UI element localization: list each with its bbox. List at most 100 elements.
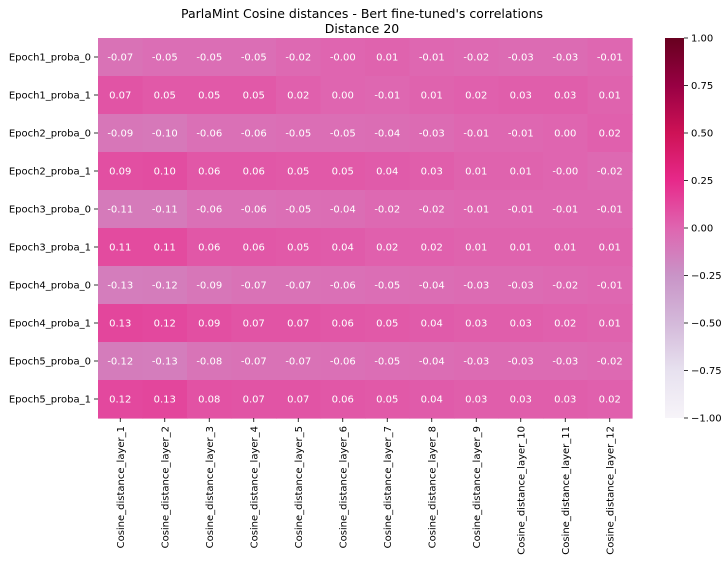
cell-value-label: 0.01 [465, 243, 487, 254]
heatmap-cell [409, 342, 455, 381]
heatmap-cell [98, 228, 144, 267]
heatmap-cell [231, 190, 277, 229]
cell-value-label: -0.06 [196, 129, 222, 140]
heatmap-cell [409, 266, 455, 305]
cell-value-label: -0.05 [285, 205, 311, 216]
cell-value-label: 0.06 [198, 243, 220, 254]
heatmap-cell [187, 380, 233, 419]
heatmap-cell [409, 76, 455, 115]
cell-value-label: 0.04 [376, 167, 398, 178]
cell-value-label: -0.12 [107, 357, 133, 368]
column-label: Cosine_distance_layer_5 [294, 426, 305, 548]
heatmap-cell [231, 152, 277, 191]
cell-value-label: -0.02 [552, 281, 578, 292]
heatmap-cell [454, 266, 500, 305]
cell-value-label: -0.05 [374, 357, 400, 368]
heatmap-cell [454, 228, 500, 267]
cell-value-label: 0.01 [510, 167, 532, 178]
cell-value-label: -0.03 [508, 53, 534, 64]
cell-value-label: 0.03 [510, 319, 532, 330]
cell-value-label: -0.05 [285, 129, 311, 140]
heatmap-cell [98, 76, 144, 115]
heatmap-cell [587, 38, 633, 77]
heatmap-cell [409, 38, 455, 77]
colorbar [665, 38, 684, 418]
heatmap-cell [543, 266, 589, 305]
heatmap-cell [142, 114, 188, 153]
cell-value-label: -0.11 [107, 205, 133, 216]
cell-value-label: 0.10 [154, 167, 176, 178]
heatmap-cell [587, 304, 633, 343]
cell-value-label: -0.06 [241, 129, 267, 140]
cell-value-label: 0.05 [376, 395, 398, 406]
heatmap-cell [498, 342, 544, 381]
row-label: Epoch2_proba_1 [9, 167, 91, 178]
cell-value-label: 0.07 [243, 395, 265, 406]
heatmap-cell [587, 190, 633, 229]
cell-value-label: 0.04 [421, 395, 443, 406]
heatmap-cell [365, 304, 411, 343]
heatmap-cell [587, 228, 633, 267]
cell-value-label: 0.02 [376, 243, 398, 254]
heatmap-cell [320, 266, 366, 305]
row-label: Epoch1_proba_0 [9, 53, 91, 64]
heatmap-cell [409, 380, 455, 419]
heatmap-cell [320, 228, 366, 267]
column-label: Cosine_distance_layer_10 [516, 426, 527, 555]
heatmap-cell [454, 152, 500, 191]
heatmap-cell [187, 114, 233, 153]
cell-value-label: 0.05 [198, 91, 220, 102]
cell-value-label: 0.02 [465, 91, 487, 102]
heatmap-cell [320, 152, 366, 191]
cell-value-label: -0.02 [285, 53, 311, 64]
cell-value-label: 0.09 [198, 319, 220, 330]
cell-value-label: 0.00 [554, 129, 576, 140]
row-label: Epoch3_proba_0 [9, 205, 91, 216]
colorbar-tick-label: 1.00 [691, 34, 713, 45]
heatmap-cell [498, 38, 544, 77]
heatmap-cell [498, 190, 544, 229]
heatmap-cell [365, 38, 411, 77]
cell-value-label: 0.03 [554, 91, 576, 102]
heatmap-cell [320, 76, 366, 115]
heatmap-cell [498, 380, 544, 419]
cell-value-label: -0.01 [463, 129, 489, 140]
cell-value-label: 0.07 [109, 91, 131, 102]
heatmap-cell [320, 38, 366, 77]
heatmap-cell [187, 152, 233, 191]
cell-value-label: -0.02 [463, 53, 489, 64]
heatmap-cell [320, 380, 366, 419]
cell-value-label: 0.01 [510, 243, 532, 254]
cell-value-label: -0.01 [463, 205, 489, 216]
heatmap-cell [365, 342, 411, 381]
cell-value-label: 0.01 [599, 243, 621, 254]
heatmap-cell [276, 76, 322, 115]
heatmap-cell [231, 380, 277, 419]
heatmap-cell [98, 114, 144, 153]
heatmap-cell [543, 304, 589, 343]
heatmap-cell [276, 152, 322, 191]
heatmap-cell [187, 304, 233, 343]
heatmap-cell [142, 380, 188, 419]
cell-value-label: -0.01 [552, 205, 578, 216]
column-label: Cosine_distance_layer_1 [116, 426, 127, 548]
heatmap-cell [142, 152, 188, 191]
cell-value-label: -0.10 [152, 129, 178, 140]
heatmap-cell [276, 190, 322, 229]
cell-value-label: 0.05 [243, 91, 265, 102]
cell-value-label: -0.07 [285, 281, 311, 292]
heatmap-cell [365, 228, 411, 267]
cell-value-label: 0.06 [332, 319, 354, 330]
cell-value-label: -0.04 [330, 205, 356, 216]
heatmap-cells: -0.07 -0.05 -0.05 -0.05 -0.02 -0.00 0.01 -0.01 -… [98, 38, 633, 419]
cell-value-label: -0.07 [285, 357, 311, 368]
cell-value-label: 0.06 [198, 167, 220, 178]
heatmap-cell [543, 380, 589, 419]
heatmap-cell [320, 304, 366, 343]
cell-value-label: -0.02 [374, 205, 400, 216]
cell-value-label: 0.03 [465, 395, 487, 406]
heatmap-cell [231, 114, 277, 153]
heatmap-cell [142, 190, 188, 229]
heatmap-cell [231, 266, 277, 305]
heatmap-cell [498, 76, 544, 115]
